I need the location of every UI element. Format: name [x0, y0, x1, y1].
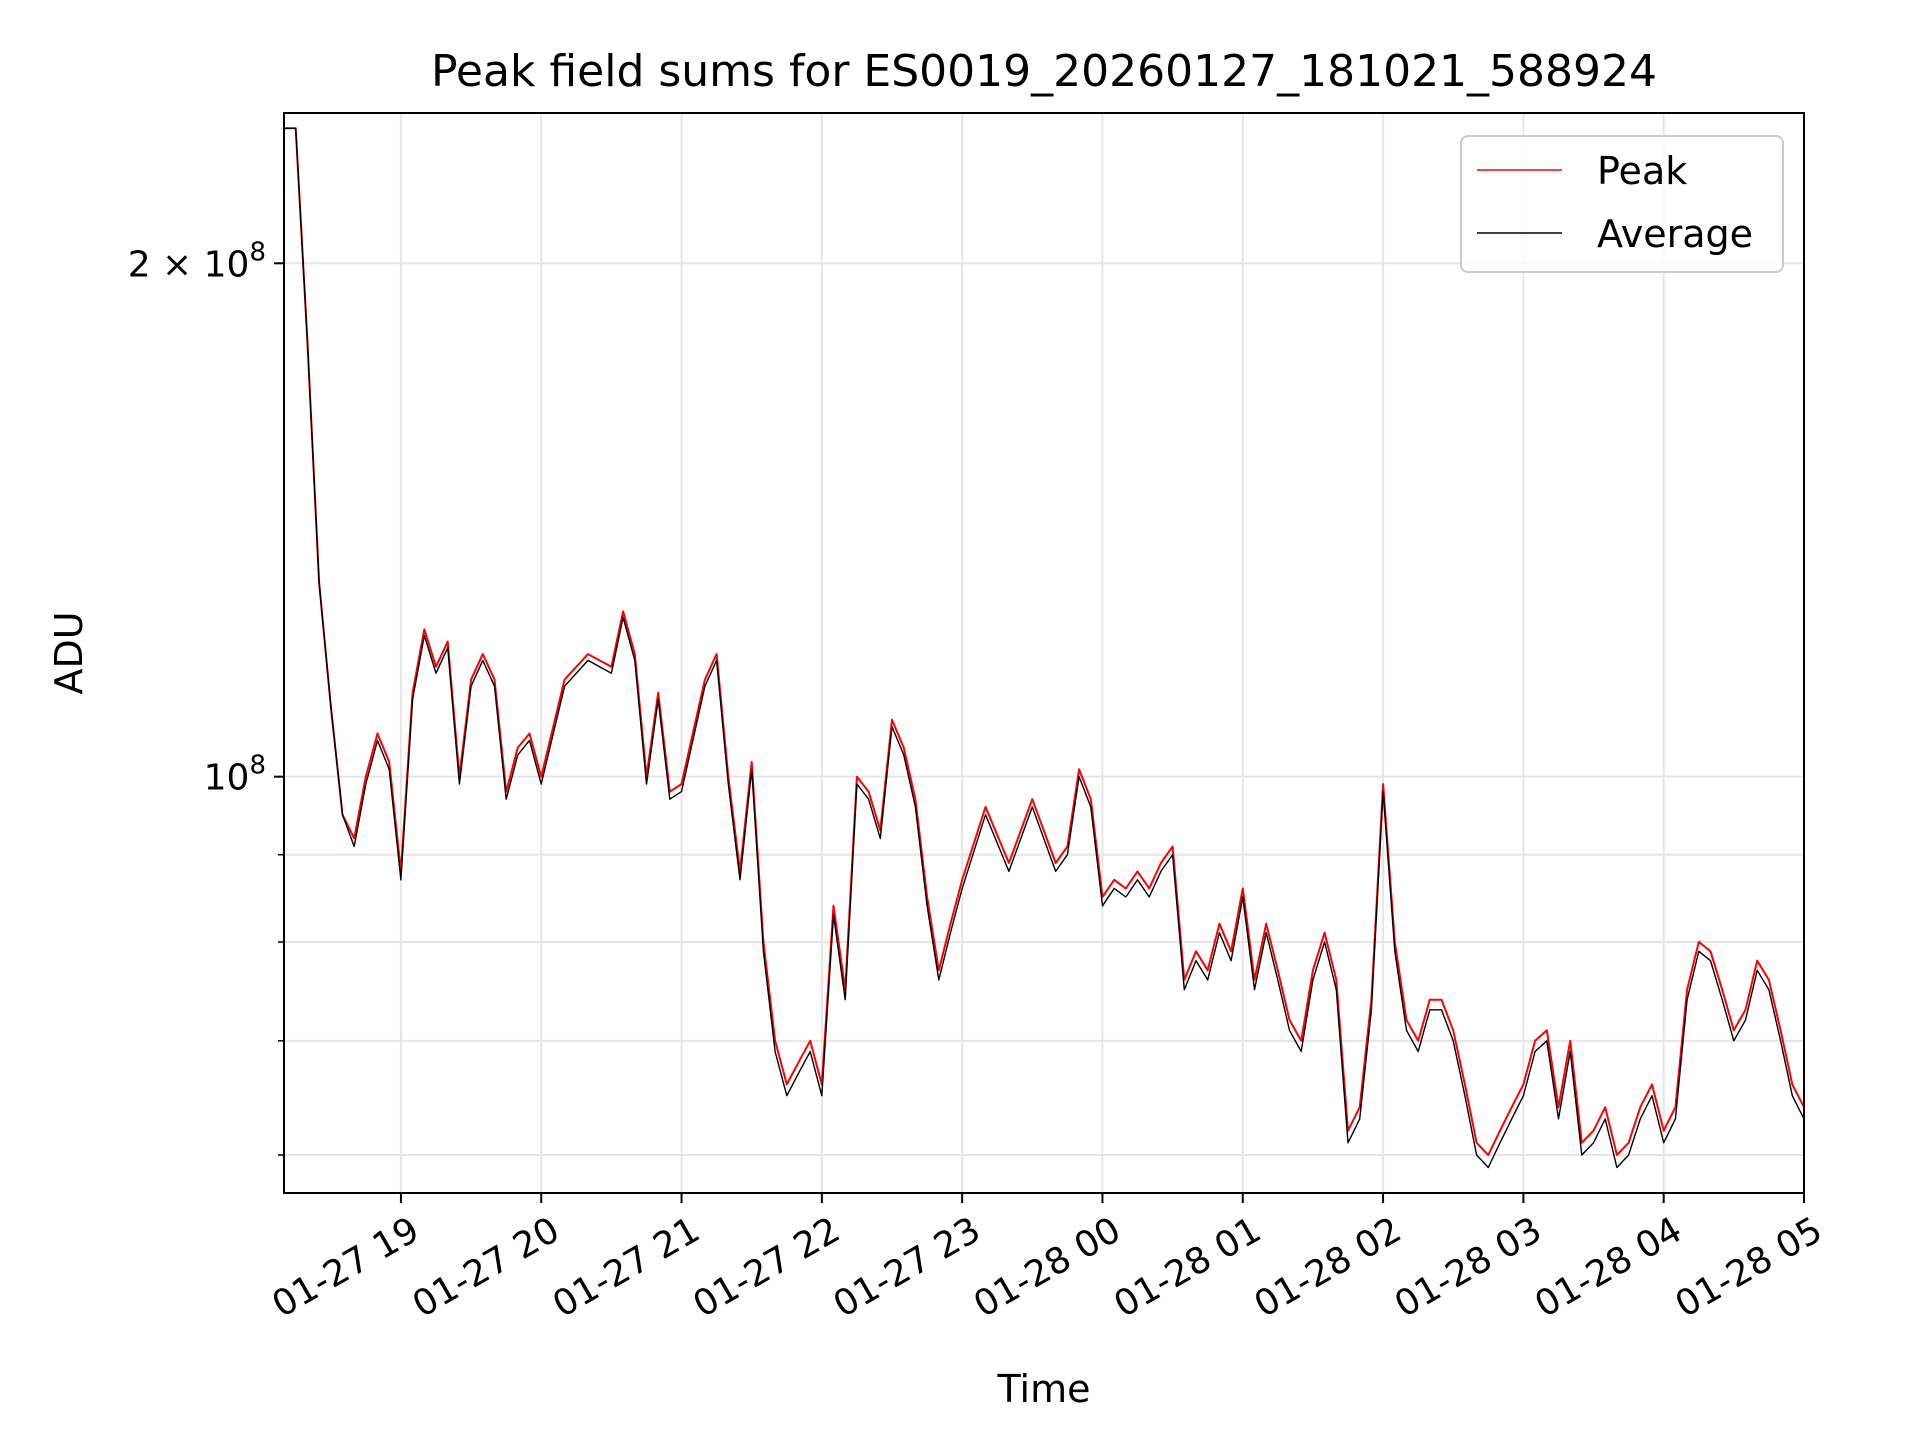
- y-tick-label: 108: [204, 751, 266, 799]
- y-tick-label: 2 × 108: [128, 237, 266, 285]
- chart-title: Peak field sums for ES0019_20260127_1810…: [431, 46, 1657, 97]
- legend-peak-label: Peak: [1597, 149, 1687, 193]
- legend: Peak Average: [1460, 135, 1784, 273]
- series-line-average: [284, 127, 1805, 1169]
- x-axis-label: Time: [997, 1367, 1091, 1411]
- legend-average-label: Average: [1597, 212, 1753, 256]
- plot-frame: [283, 112, 1805, 1194]
- series-line-peak: [284, 127, 1805, 1156]
- series-layer: [284, 127, 1805, 1169]
- y-axis-label: ADU: [47, 611, 91, 694]
